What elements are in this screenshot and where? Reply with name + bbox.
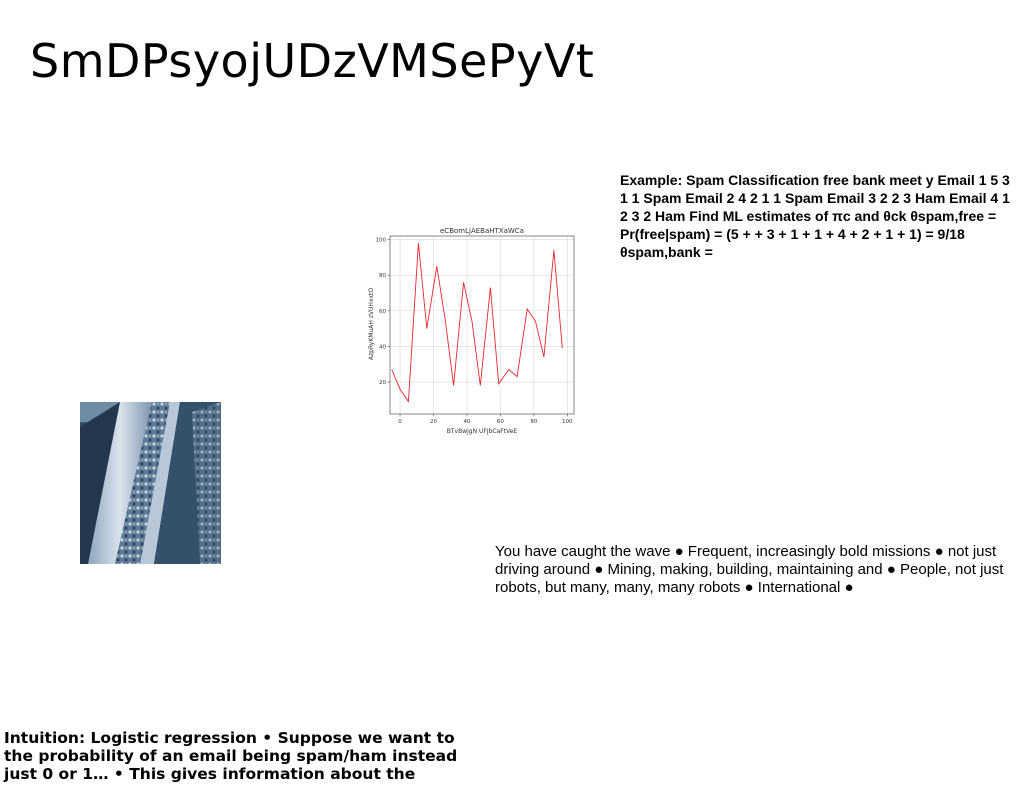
carved-stone-balustrade-image: [80, 402, 221, 564]
chart-x-tick-label: 80: [530, 419, 537, 425]
chart-title: eCBomLjAEBaHTXaWCa: [440, 227, 524, 235]
chart-y-tick-label: 100: [376, 238, 387, 244]
line-chart: 0 20 40 60 80 100 20 40 60 80 100 eCBomLjAEBaHTXaW…: [368, 227, 575, 435]
chart-y-tick-label: 40: [379, 344, 386, 350]
chart-y-tick-label: 20: [379, 380, 386, 386]
chart-series-line: [391, 243, 563, 403]
chart-x-tick-label: 100: [562, 419, 573, 425]
chart-y-tick-label: 80: [379, 273, 386, 279]
chart-x-tick-label: 0: [398, 419, 402, 425]
chart-x-tick-label: 40: [463, 419, 470, 425]
chart-x-tick-label: 20: [430, 419, 437, 425]
wave-bullet-text: You have caught the wave ● Frequent, inc…: [495, 543, 1004, 596]
chart-axes-frame: [389, 235, 575, 415]
spam-classification-text: Example: Spam Classification free bank m…: [620, 172, 1010, 260]
chart-x-axis-label: BTvBwjgN UFJbCaFtVeE: [447, 428, 518, 435]
chart-y-axis-label: AzpRyKMuAH zVUHxxtO: [368, 288, 375, 361]
chart-y-tick-label: 60: [379, 309, 386, 315]
chart-x-tick-label: 60: [497, 419, 504, 425]
slide-title: SmDPsyojUDzVMSePyVt: [30, 34, 595, 88]
intuition-logistic-regression-text: Intuition: Logistic regression • Suppose…: [4, 729, 458, 783]
chart-plot-area: 0 20 40 60 80 100 20 40 60 80 100: [376, 235, 575, 425]
